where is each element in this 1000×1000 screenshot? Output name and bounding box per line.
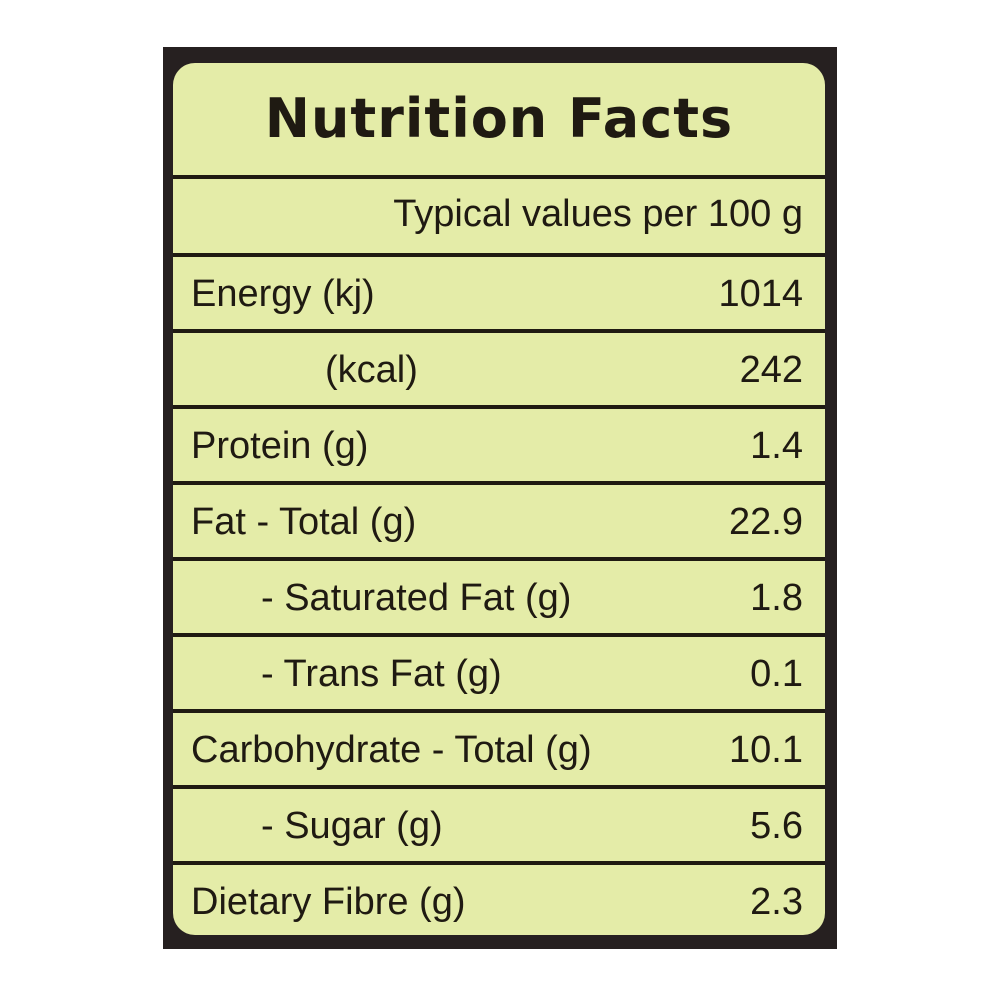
nutrient-row-energy-kcal: (kcal) 242: [191, 335, 803, 405]
nutrient-name: Energy (kj): [191, 272, 375, 315]
row-divider: [173, 633, 825, 637]
nutrient-value: 10.1: [729, 728, 803, 771]
nutrition-label-panel: Nutrition Facts Typical values per 100 g…: [173, 63, 825, 935]
nutrient-row-energy-kj: Energy (kj) 1014: [191, 259, 803, 329]
nutrient-name: Dietary Fibre (g): [191, 880, 466, 923]
nutrient-row-carbohydrate-total: Carbohydrate - Total (g) 10.1: [191, 715, 803, 785]
row-divider: [173, 709, 825, 713]
row-divider: [173, 253, 825, 257]
nutrient-value: 2.3: [750, 880, 803, 923]
serving-basis: Typical values per 100 g: [393, 192, 803, 235]
nutrient-value: 1.4: [750, 424, 803, 467]
nutrient-row-dietary-fibre: Dietary Fibre (g) 2.3: [191, 867, 803, 935]
nutrient-value: 5.6: [750, 804, 803, 847]
nutrient-row-trans-fat: - Trans Fat (g) 0.1: [191, 639, 803, 709]
row-divider: [173, 481, 825, 485]
nutrient-value: 1.8: [750, 576, 803, 619]
nutrient-name: - Saturated Fat (g): [261, 576, 572, 619]
nutrient-row-protein: Protein (g) 1.4: [191, 411, 803, 481]
row-divider: [173, 861, 825, 865]
nutrient-name: Fat - Total (g): [191, 500, 417, 543]
row-divider: [173, 329, 825, 333]
nutrition-label-frame: Nutrition Facts Typical values per 100 g…: [163, 47, 837, 949]
nutrient-row-sugar: - Sugar (g) 5.6: [191, 791, 803, 861]
nutrient-value: 1014: [718, 272, 803, 315]
row-divider: [173, 557, 825, 561]
nutrient-value: 242: [739, 348, 803, 391]
nutrition-title: Nutrition Facts: [264, 86, 734, 150]
row-divider: [173, 405, 825, 409]
nutrient-name: - Sugar (g): [261, 804, 443, 847]
nutrient-name: Carbohydrate - Total (g): [191, 728, 592, 771]
title-divider: [173, 175, 825, 179]
nutrient-value: 0.1: [750, 652, 803, 695]
nutrient-row-fat-total: Fat - Total (g) 22.9: [191, 487, 803, 557]
nutrient-name: (kcal): [325, 348, 418, 391]
nutrient-value: 22.9: [729, 500, 803, 543]
row-divider: [173, 785, 825, 789]
nutrient-name: Protein (g): [191, 424, 369, 467]
nutrient-row-saturated-fat: - Saturated Fat (g) 1.8: [191, 563, 803, 633]
nutrient-name: - Trans Fat (g): [261, 652, 502, 695]
